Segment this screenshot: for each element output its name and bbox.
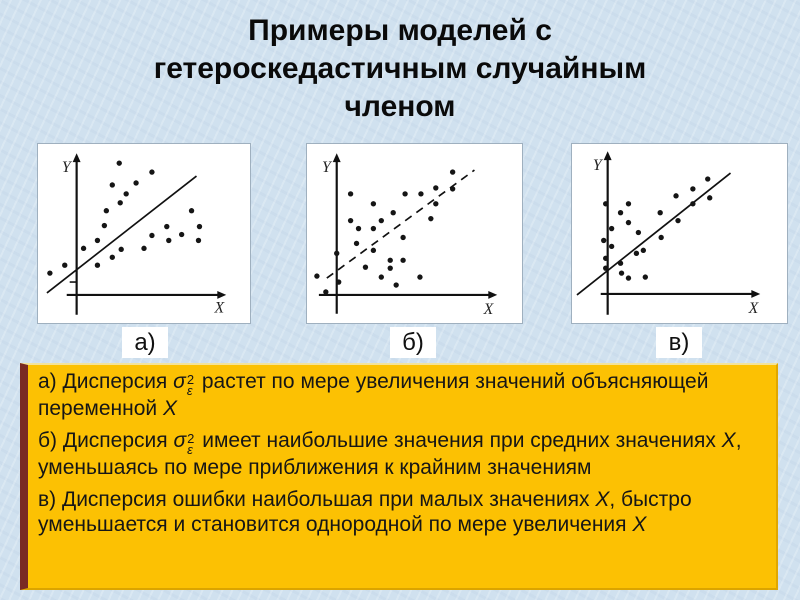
figure-label-b-text: б) — [402, 329, 424, 356]
note-a-body: растет по мере увеличения значений объяс… — [38, 370, 709, 420]
sigma-symbol: σ — [173, 370, 186, 393]
note-b-x: X — [721, 429, 736, 452]
svg-text:Y: Y — [62, 159, 73, 176]
note-b-prefix: б) Дисперсия — [38, 429, 174, 452]
note-c-body1: в) Дисперсия ошибки наибольшая при малых… — [38, 488, 596, 511]
note-c-x2: X — [632, 513, 647, 536]
figure-label-a: а) — [122, 327, 168, 358]
figure-label-c: в) — [656, 327, 702, 358]
title-line-2: гетероскедастичным случайным — [153, 52, 647, 85]
svg-text:Y: Y — [322, 159, 333, 176]
figure-label-a-text: а) — [134, 329, 156, 356]
scatter-plot-b: YX — [314, 153, 498, 318]
svg-text:X: X — [748, 300, 760, 317]
sigma-symbol: σ — [173, 429, 187, 452]
note-a-prefix: а) Дисперсия — [38, 370, 174, 393]
svg-text:X: X — [483, 301, 495, 318]
note-b-body2: , уменьшаясь по мере приближения к крайн… — [38, 429, 742, 479]
note-b-body1: имеет наибольшие значения при средних зн… — [196, 429, 722, 452]
figure-label-b: б) — [390, 327, 436, 358]
note-c-x1: X — [595, 488, 610, 511]
note-a-x: X — [162, 397, 177, 420]
note-c-body2: , быстро уменьшается и становится одноро… — [38, 488, 692, 536]
title-line-3: членом — [344, 90, 456, 123]
scatter-plot-c: YX — [576, 151, 761, 317]
note-c: в) Дисперсия ошибки наибольшая при малых… — [38, 487, 766, 537]
svg-text:Y: Y — [593, 157, 604, 174]
title-line-1: Примеры моделей с — [248, 14, 552, 47]
svg-text:X: X — [214, 300, 226, 317]
figure-label-c-text: в) — [668, 329, 690, 356]
slide-title: Примеры моделей с гетероскедастичным слу… — [0, 12, 800, 126]
scatter-plot-a: YX — [46, 153, 227, 317]
